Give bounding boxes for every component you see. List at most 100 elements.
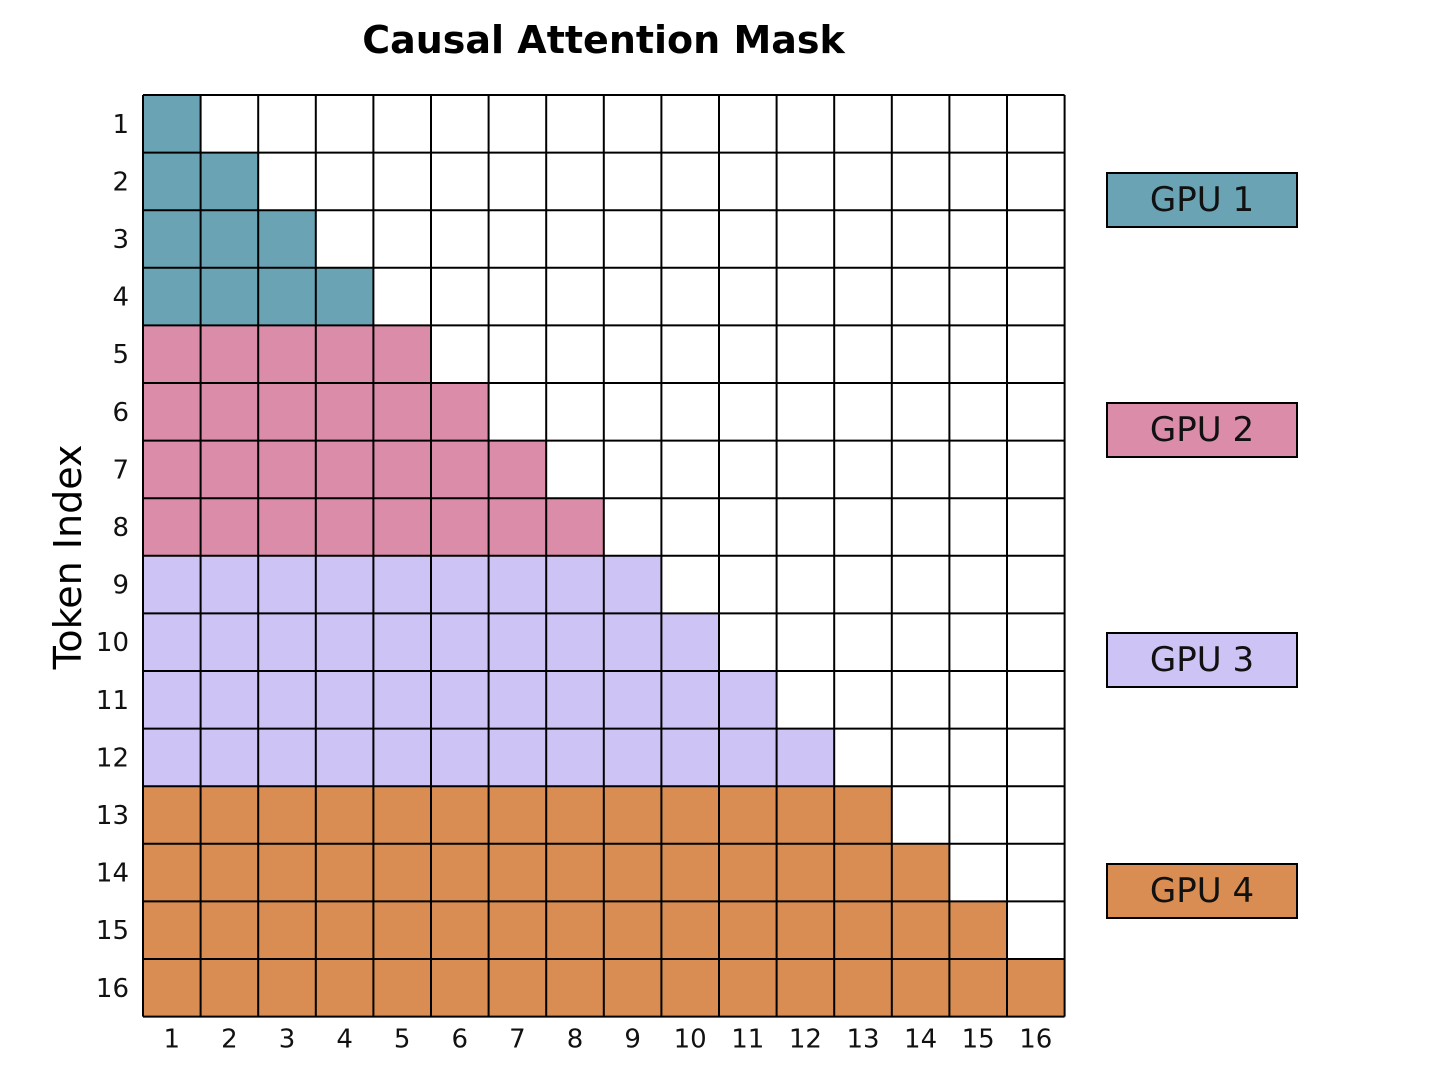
mask-cell-masked	[1007, 325, 1065, 383]
mask-cell-attend	[546, 843, 604, 902]
mask-cell-attend	[258, 325, 316, 383]
mask-cell-attend	[315, 498, 374, 556]
mask-cell-masked	[834, 498, 892, 556]
mask-cell-masked	[834, 325, 892, 383]
mask-cell-masked	[776, 267, 835, 326]
mask-cell-masked	[1007, 440, 1065, 499]
mask-cell-masked	[834, 728, 892, 787]
mask-cell-masked	[891, 671, 950, 729]
mask-cell-attend	[546, 555, 604, 614]
mask-cell-masked	[431, 152, 489, 211]
mask-cell-attend	[315, 671, 374, 729]
mask-cell-masked	[891, 728, 950, 787]
mask-cell-attend	[143, 440, 201, 499]
mask-cell-attend	[373, 843, 431, 902]
mask-cell-masked	[719, 498, 777, 556]
mask-cell-masked	[949, 843, 1007, 902]
mask-cell-attend	[373, 613, 431, 671]
mask-cell-attend	[373, 440, 431, 499]
mask-cell-masked	[949, 95, 1007, 153]
mask-cell-attend	[373, 555, 431, 614]
mask-cell-attend	[200, 440, 259, 499]
mask-cell-masked	[776, 210, 835, 268]
mask-cell-masked	[431, 95, 489, 153]
mask-cell-masked	[949, 555, 1007, 614]
y-tick-label: 4	[112, 283, 129, 313]
x-tick-label: 6	[452, 1025, 469, 1055]
mask-cell-masked	[488, 325, 547, 383]
mask-cell-masked	[949, 267, 1007, 326]
mask-cell-attend	[143, 786, 201, 844]
mask-cell-attend	[200, 555, 259, 614]
mask-cell-attend	[258, 671, 316, 729]
mask-cell-masked	[488, 383, 547, 441]
mask-cell-masked	[1007, 152, 1065, 211]
legend-gpu-2: GPU 2	[1106, 402, 1298, 458]
mask-cell-masked	[488, 95, 547, 153]
mask-cell-attend	[200, 671, 259, 729]
mask-cell-attend	[431, 671, 489, 729]
mask-cell-attend	[315, 786, 374, 844]
x-tick-label: 2	[221, 1025, 238, 1055]
x-tick-label: 3	[279, 1025, 296, 1055]
x-tick-label: 5	[394, 1025, 411, 1055]
mask-cell-masked	[258, 95, 316, 153]
mask-cell-attend	[546, 671, 604, 729]
mask-cell-masked	[776, 440, 835, 499]
y-tick-label: 3	[112, 225, 129, 255]
mask-cell-attend	[891, 901, 950, 959]
mask-cell-attend	[661, 728, 719, 787]
mask-cell-masked	[661, 95, 719, 153]
mask-cell-attend	[661, 959, 719, 1017]
mask-cell-attend	[200, 152, 259, 211]
mask-cell-masked	[603, 267, 662, 326]
mask-cell-attend	[719, 671, 777, 729]
mask-cell-attend	[776, 728, 835, 787]
mask-cell-attend	[546, 728, 604, 787]
mask-cell-attend	[488, 959, 547, 1017]
mask-cell-attend	[661, 901, 719, 959]
mask-cell-masked	[891, 555, 950, 614]
mask-cell-attend	[143, 901, 201, 959]
mask-cell-attend	[143, 728, 201, 787]
y-tick-label: 12	[96, 743, 129, 773]
x-tick-label: 14	[904, 1025, 937, 1055]
y-tick-label: 6	[112, 398, 129, 428]
mask-cell-attend	[603, 728, 662, 787]
mask-cell-masked	[891, 498, 950, 556]
mask-cell-attend	[603, 555, 662, 614]
y-tick-label: 8	[112, 513, 129, 543]
mask-cell-masked	[661, 210, 719, 268]
mask-cell-attend	[315, 267, 374, 326]
mask-cell-attend	[143, 555, 201, 614]
mask-cell-masked	[891, 267, 950, 326]
mask-cell-attend	[719, 843, 777, 902]
mask-cell-masked	[546, 267, 604, 326]
mask-cell-attend	[258, 555, 316, 614]
mask-cell-masked	[776, 95, 835, 153]
mask-cell-attend	[431, 728, 489, 787]
mask-cell-masked	[1007, 728, 1065, 787]
mask-cell-attend	[315, 728, 374, 787]
mask-cell-masked	[891, 95, 950, 153]
mask-cell-attend	[603, 786, 662, 844]
mask-cell-attend	[891, 843, 950, 902]
y-tick-label: 2	[112, 167, 129, 197]
mask-cell-masked	[1007, 210, 1065, 268]
y-tick-label: 10	[96, 628, 129, 658]
mask-cell-attend	[488, 843, 547, 902]
mask-cell-masked	[891, 383, 950, 441]
mask-cell-attend	[143, 959, 201, 1017]
mask-cell-masked	[488, 210, 547, 268]
mask-cell-attend	[373, 786, 431, 844]
mask-cell-attend	[373, 325, 431, 383]
mask-cell-attend	[719, 786, 777, 844]
mask-cell-attend	[143, 210, 201, 268]
y-tick-label: 15	[96, 916, 129, 946]
mask-cell-attend	[834, 959, 892, 1017]
mask-cell-masked	[661, 498, 719, 556]
mask-cell-attend	[258, 267, 316, 326]
mask-cell-masked	[603, 440, 662, 499]
mask-cell-masked	[431, 210, 489, 268]
